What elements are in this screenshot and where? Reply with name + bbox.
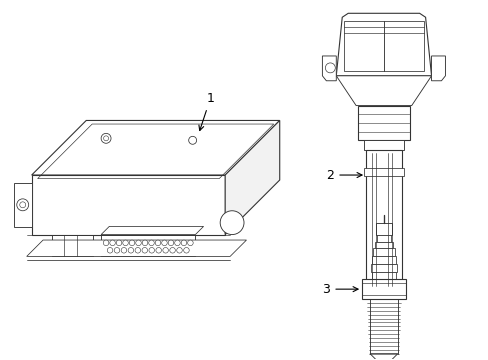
Circle shape (101, 133, 111, 143)
Circle shape (129, 240, 135, 246)
Bar (371, 256, 395, 264)
Circle shape (103, 240, 109, 246)
Circle shape (168, 240, 173, 246)
Circle shape (188, 136, 196, 144)
Circle shape (114, 248, 120, 253)
Bar (375, 223, 391, 235)
Bar (371, 272, 395, 279)
Bar (374, 242, 392, 248)
Circle shape (136, 240, 141, 246)
Polygon shape (322, 56, 336, 81)
Circle shape (169, 248, 175, 253)
Circle shape (149, 248, 154, 253)
Circle shape (116, 240, 122, 246)
Bar (357, 105, 409, 140)
Circle shape (17, 199, 29, 211)
Circle shape (103, 136, 108, 141)
Circle shape (325, 63, 335, 73)
Circle shape (121, 248, 126, 253)
Circle shape (162, 240, 167, 246)
Circle shape (176, 248, 182, 253)
Polygon shape (336, 13, 431, 76)
Bar (364, 140, 403, 150)
Circle shape (183, 248, 189, 253)
Circle shape (187, 240, 193, 246)
Polygon shape (101, 235, 195, 256)
Circle shape (163, 248, 168, 253)
Polygon shape (32, 121, 279, 175)
Circle shape (20, 202, 26, 208)
Text: 2: 2 (326, 168, 361, 181)
Circle shape (122, 240, 128, 246)
Circle shape (174, 240, 180, 246)
Polygon shape (14, 183, 32, 227)
Bar (366, 150, 401, 289)
Circle shape (220, 211, 244, 235)
Polygon shape (32, 175, 224, 235)
Circle shape (142, 248, 147, 253)
Text: 1: 1 (199, 92, 214, 131)
Circle shape (148, 240, 154, 246)
Circle shape (156, 248, 161, 253)
Circle shape (110, 240, 115, 246)
Polygon shape (336, 76, 431, 105)
Circle shape (155, 240, 161, 246)
Circle shape (181, 240, 186, 246)
Polygon shape (101, 226, 203, 235)
Bar (370, 264, 396, 272)
Text: 3: 3 (322, 283, 357, 296)
Circle shape (128, 248, 133, 253)
Bar (372, 248, 394, 256)
Bar (376, 235, 390, 242)
Polygon shape (224, 121, 279, 235)
Circle shape (142, 240, 147, 246)
Polygon shape (431, 56, 445, 81)
Circle shape (107, 248, 113, 253)
Polygon shape (369, 354, 397, 360)
Bar (361, 279, 405, 299)
Polygon shape (344, 21, 423, 71)
Polygon shape (51, 235, 93, 256)
Circle shape (135, 248, 141, 253)
Polygon shape (27, 240, 246, 256)
Bar (364, 168, 403, 176)
